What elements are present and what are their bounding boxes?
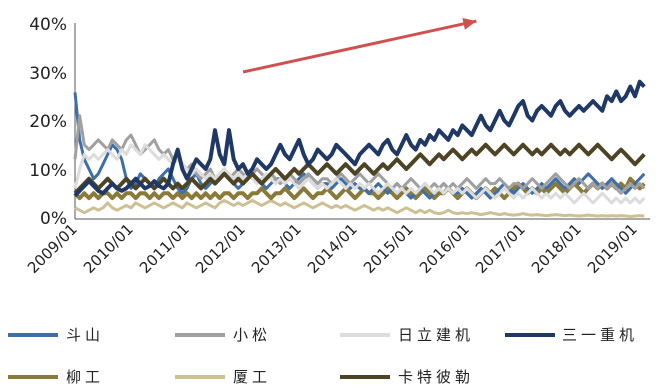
x-tick-label-2018: 2018/01 xyxy=(528,220,585,277)
series-line-3 xyxy=(73,79,646,198)
trend-arrow-head xyxy=(462,17,477,30)
series-line-5 xyxy=(74,199,645,218)
y-tick-label-10: 10% xyxy=(29,161,67,181)
x-tick-label-2015: 2015/01 xyxy=(360,220,417,277)
legend-label-caterpillar: 卡特彼勒 xyxy=(398,368,474,386)
y-tick-label-30: 30% xyxy=(29,64,67,84)
series-line-4 xyxy=(73,176,646,201)
y-axis: 40% 30% 20% 10% 0% xyxy=(29,15,76,229)
x-tick-label-2011: 2011/01 xyxy=(136,220,193,277)
y-tick-label-0: 0% xyxy=(40,209,67,229)
x-tick-label-2013: 2013/01 xyxy=(248,220,305,277)
legend-label-doosan: 斗山 xyxy=(66,326,104,344)
y-tick-label-20: 20% xyxy=(29,112,67,132)
x-tick-label-2016: 2016/01 xyxy=(416,220,473,277)
x-axis: 2009/01 2010/01 2011/01 2012/01 2013/01 … xyxy=(24,218,650,277)
x-tick-label-2019: 2019/01 xyxy=(584,220,641,277)
x-tick-label-2012: 2012/01 xyxy=(192,220,249,277)
legend-label-xiagong: 厦工 xyxy=(233,368,271,386)
series-line-1 xyxy=(73,114,646,195)
annotation-layer xyxy=(242,17,477,74)
legend: 斗山 小松 日立建机 三一重机 柳工 厦工 卡特彼勒 xyxy=(8,326,638,386)
x-tick-label-2014: 2014/01 xyxy=(304,220,361,277)
series-layer xyxy=(73,79,646,218)
legend-label-liugong: 柳工 xyxy=(66,368,104,386)
legend-label-komatsu: 小松 xyxy=(233,326,271,344)
legend-label-hitachi: 日立建机 xyxy=(398,326,474,344)
y-tick-label-40: 40% xyxy=(29,15,67,35)
trend-arrow-shaft xyxy=(242,19,477,74)
x-tick-label-2010: 2010/01 xyxy=(80,220,137,277)
series-line-2 xyxy=(73,143,646,205)
x-tick-label-2017: 2017/01 xyxy=(472,220,529,277)
legend-label-sany: 三一重机 xyxy=(562,326,638,344)
series-line-6 xyxy=(73,142,646,195)
